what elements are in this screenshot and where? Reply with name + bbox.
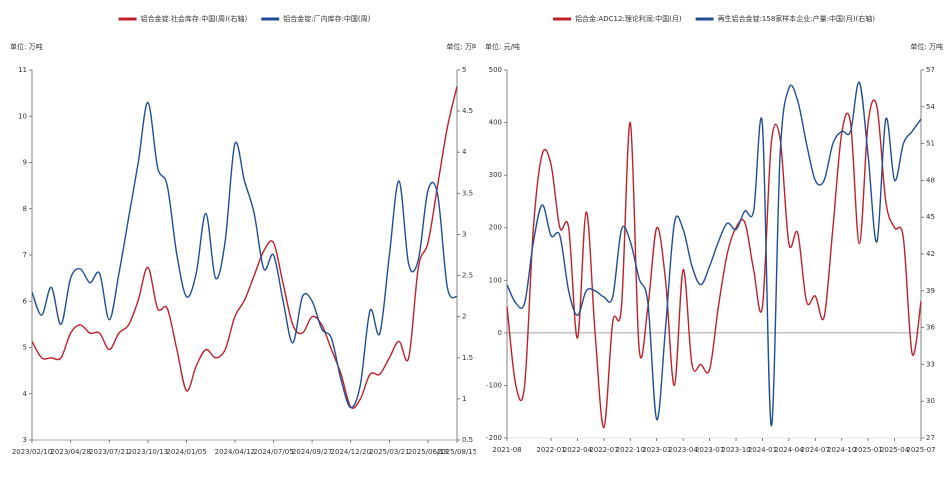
x-tick-label: 2025-04 (880, 446, 910, 454)
y-tick-label: 11 (18, 66, 27, 74)
x-tick-label: 2024/01/05 (166, 448, 206, 456)
y2-tick-label: 51 (926, 140, 935, 148)
y2-tick-label: 0.5 (462, 436, 473, 444)
y2-tick-label: 33 (926, 360, 935, 368)
x-tick-label: 2023-01 (642, 446, 671, 454)
x-tick-label: 2023/04/28 (50, 448, 90, 456)
series-line (31, 86, 458, 410)
x-tick-label: 2023/07/21 (89, 448, 129, 456)
x-tick-label: 2024/12/20 (331, 448, 371, 456)
y-unit-label: 单位: 元/吨 (485, 42, 520, 51)
y2-tick-label: 2.5 (462, 272, 473, 280)
y-tick-label: -100 (486, 381, 502, 389)
y-tick-label: 4 (23, 390, 28, 398)
series-line (506, 99, 922, 429)
x-tick-label: 2022-01 (536, 446, 565, 454)
y-tick-label: -200 (486, 434, 502, 442)
y2-tick-label: 30 (926, 397, 935, 405)
y2-tick-label: 3 (462, 230, 466, 238)
x-tick-label: 2025/08/15 (437, 448, 476, 456)
x-tick-label: 2024-07 (801, 446, 830, 454)
x-tick-label: 2023/02/10 (12, 448, 52, 456)
y-unit-label: 单位: 万吨 (10, 42, 43, 51)
series-line (31, 101, 458, 409)
x-tick-label: 2025/03/21 (369, 448, 409, 456)
y-tick-label: 7 (23, 251, 27, 259)
y-tick-label: 400 (489, 119, 502, 127)
series-line (506, 81, 922, 427)
x-tick-label: 2025-01 (854, 446, 883, 454)
y2-tick-label: 5 (462, 66, 466, 74)
y-tick-label: 3 (23, 436, 27, 444)
y-tick-label: 300 (489, 171, 502, 179)
x-tick-label: 2023-10 (721, 446, 750, 454)
y-tick-label: 8 (23, 205, 27, 213)
y2-tick-label: 27 (926, 434, 935, 442)
y2-tick-label: 57 (926, 66, 935, 74)
y-tick-label: 5 (23, 344, 27, 352)
x-tick-label: 2025/06/13 (408, 448, 448, 456)
y2-unit-label: 单位: 万吨 (910, 42, 943, 51)
x-tick-label: 2024/09/27 (292, 448, 332, 456)
y2-tick-label: 1.5 (462, 354, 473, 362)
x-tick-label: 2024/04/12 (215, 448, 255, 456)
y2-tick-label: 2 (462, 313, 466, 321)
chart: 单位: 万吨 单位: 万吨 3 4 5 6 7 8 9 10 11 0.5 1 1.5 2 2.5 3 3.5 4 4… (10, 14, 476, 456)
legend-label: 再生铝合金锭:158家样本企业:产量:中国(月)(右轴) (718, 14, 876, 23)
y2-tick-label: 39 (926, 287, 935, 295)
legend-label: 铝合金:ADC12:理论利润:中国(月) (575, 14, 682, 23)
y2-tick-label: 4.5 (462, 107, 473, 115)
y2-tick-label: 54 (926, 103, 935, 111)
y2-unit-label: 单位: 万吨 (446, 42, 476, 51)
legend-label: 铝合金锭:厂内库存:中国(周) (283, 14, 370, 23)
y-tick-label: 200 (489, 224, 502, 232)
y2-tick-label: 4 (462, 148, 467, 156)
x-tick-label: 2023/10/13 (128, 448, 168, 456)
y-tick-label: 6 (23, 297, 28, 305)
y2-tick-label: 42 (926, 250, 935, 258)
x-tick-label: 2024-04 (774, 446, 804, 454)
y2-tick-label: 1 (462, 395, 466, 403)
y2-tick-label: 48 (926, 176, 935, 184)
x-tick-label: 2022-04 (563, 446, 593, 454)
x-tick-label: 2023-07 (695, 446, 724, 454)
y-tick-label: 500 (489, 66, 502, 74)
x-tick-label: 2025-07 (906, 446, 935, 454)
x-tick-label: 2024-10 (827, 446, 856, 454)
x-tick-label: 2023-04 (669, 446, 699, 454)
x-tick-label: 2022-10 (616, 446, 645, 454)
x-tick-label: 2021-08 (492, 446, 521, 454)
y-tick-label: 0 (498, 329, 502, 337)
x-tick-label: 2024-01 (748, 446, 777, 454)
y-tick-label: 9 (23, 159, 27, 167)
y2-tick-label: 45 (926, 213, 935, 221)
y-tick-label: 100 (489, 276, 502, 284)
y2-tick-label: 36 (926, 324, 935, 332)
y-tick-label: 10 (18, 112, 27, 120)
legend-label: 铝合金锭:社会库存:中国(周)(右轴) (141, 14, 248, 23)
x-tick-label: 2022-07 (589, 446, 618, 454)
chart: 单位: 元/吨 单位: 万吨 -200 -100 0 100 200 300 400 500 27 3… (485, 14, 943, 454)
x-tick-label: 2024/07/05 (253, 448, 293, 456)
y2-tick-label: 3.5 (462, 189, 473, 197)
